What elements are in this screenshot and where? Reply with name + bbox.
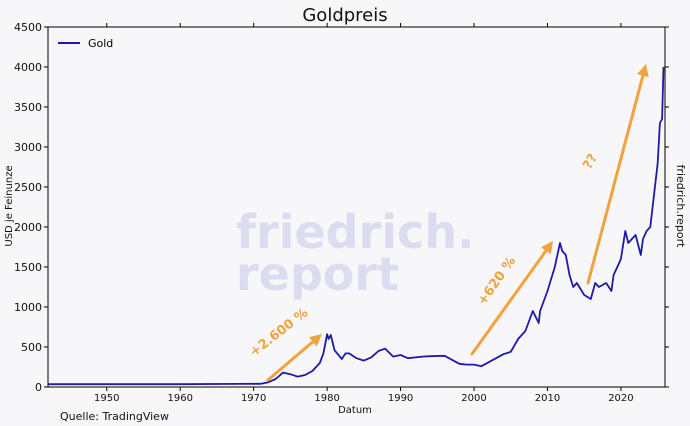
watermark: friedrich.report <box>236 205 475 301</box>
y-axis-label: USD je Feinunze <box>4 165 15 246</box>
y-tick-label: 2500 <box>14 181 42 194</box>
x-tick-label: 2010 <box>535 393 560 404</box>
watermark-text: friedrich. <box>236 205 475 259</box>
legend: Gold <box>58 37 113 50</box>
x-tick-label: 1950 <box>94 393 119 404</box>
y-tick-label: 4000 <box>14 61 42 74</box>
annotation-label: +620 % <box>475 254 519 308</box>
y-axis-ticks: 0 500 1000 1500 2000 2500 3000 3500 4000 4500 <box>14 21 669 394</box>
side-label: friedrich.report <box>674 165 687 249</box>
series-line-gold <box>48 66 665 386</box>
chart-title: Goldpreis <box>302 5 387 26</box>
y-tick-label: 4500 <box>14 21 42 34</box>
y-tick-label: 0 <box>35 381 42 394</box>
x-tick-label: 1980 <box>314 393 339 404</box>
y-tick-label: 3000 <box>14 141 42 154</box>
arrow-shaft <box>266 340 315 382</box>
y-tick-label: 1500 <box>14 261 42 274</box>
legend-label-gold: Gold <box>88 37 113 50</box>
x-axis-label: Datum <box>338 405 372 416</box>
arrow-head <box>308 334 322 347</box>
x-tick-label: 2000 <box>461 393 486 404</box>
arrow-shaft <box>470 249 548 356</box>
annotation-label: ?? <box>580 151 601 172</box>
arrow-head <box>541 241 553 255</box>
x-tick-label: 1970 <box>241 393 266 404</box>
plot-frame <box>47 26 666 388</box>
arrow-shaft <box>586 74 645 285</box>
x-tick-label: 1960 <box>167 393 192 404</box>
source-label: Quelle: TradingView <box>60 410 169 423</box>
arrow-head <box>637 64 649 78</box>
y-tick-label: 3500 <box>14 101 42 114</box>
watermark-text: report <box>236 247 399 301</box>
x-axis-ticks: 1950 1960 1970 1980 1990 2000 2010 2020 <box>94 23 634 404</box>
x-tick-label: 1990 <box>388 393 413 404</box>
x-tick-label: 2020 <box>608 393 633 404</box>
y-tick-label: 1000 <box>14 301 42 314</box>
y-tick-label: 2000 <box>14 221 42 234</box>
y-tick-label: 500 <box>21 341 42 354</box>
